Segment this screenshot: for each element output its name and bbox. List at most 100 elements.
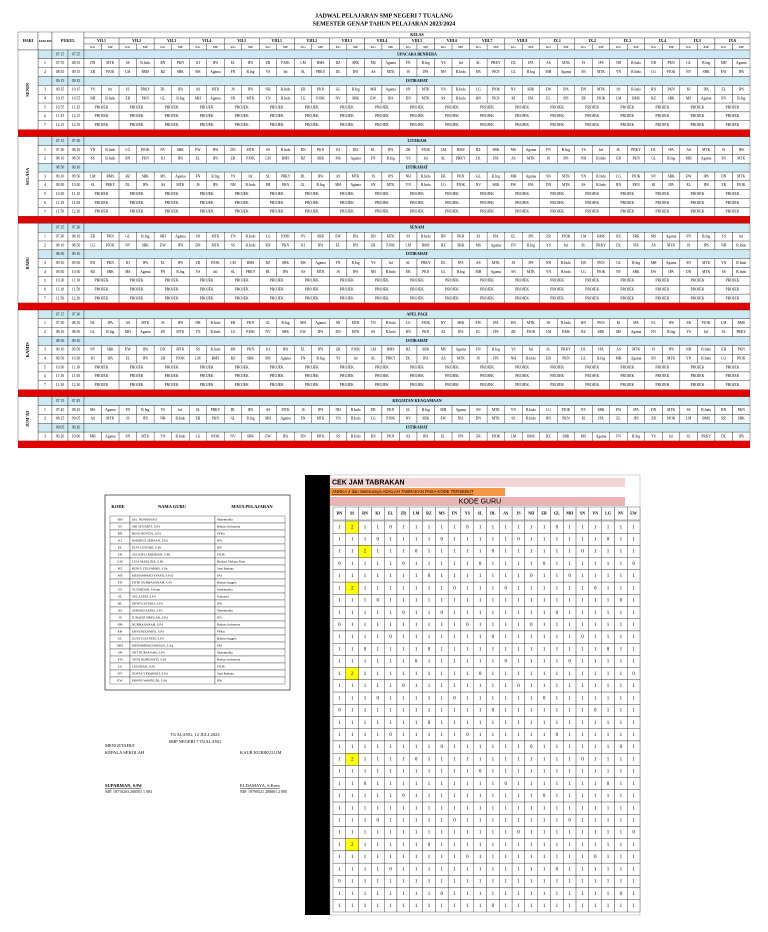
kg-label: KG [371, 45, 377, 49]
subject-code: MTK [667, 243, 675, 247]
time-end: 08.35 [72, 61, 81, 65]
subject-code: SBK [668, 96, 675, 100]
subject-code: IPS [318, 348, 323, 352]
teacher-code: NH [160, 417, 166, 421]
teacher-code: MH [616, 356, 622, 360]
teacher-code: NH [265, 88, 271, 92]
subject-code: B.Indo [701, 356, 711, 360]
teacher-code: MH [265, 417, 271, 421]
projek-text: PROJEK [726, 192, 740, 196]
projek-text: PROJEK [445, 296, 459, 300]
cek-code: SL [478, 510, 483, 515]
head-title: KEPALA SEKOLAH [105, 750, 145, 755]
projek-text: PROJEK [655, 383, 669, 387]
teacher-code: YS [546, 243, 551, 247]
teacher-kode: YN [117, 657, 123, 661]
teacher-code: SL [687, 434, 691, 438]
jam-text: 3 [44, 260, 46, 265]
projek-text: PROJEK [235, 296, 249, 300]
teacher-code: YS [441, 61, 446, 65]
projek-text: PROJEK [726, 201, 740, 205]
jam-text: 3 [44, 173, 46, 178]
teacher-subject: IPS [217, 615, 222, 619]
subject-code: B.Indo [281, 96, 291, 100]
subject-code: B.Indo [246, 243, 256, 247]
subject-code: IPA [668, 183, 674, 187]
teacher-kode: MH [117, 643, 123, 647]
teacher-code: DL [90, 321, 95, 325]
teacher-code: YS [371, 261, 376, 265]
teacher-code: RN [546, 417, 551, 421]
teacher-code: NV [441, 321, 447, 325]
teacher-code: NH [721, 243, 727, 247]
subject-code: SBK [598, 330, 605, 334]
teacher-code: LM [125, 70, 131, 74]
cek-code: KI [375, 510, 380, 515]
teacher-code: MS [336, 157, 341, 161]
teacher-code: MH [125, 330, 131, 334]
teacher-code: NH [581, 157, 587, 161]
subject-code: PKN [282, 243, 290, 247]
teacher-code: AS [301, 270, 306, 274]
subject-code: BMS [527, 434, 535, 438]
subject-code: IPS [388, 174, 393, 178]
subject-code: B.Ing [492, 174, 500, 178]
teacher-kode: RN [118, 531, 123, 535]
subject-code: IPS [633, 417, 638, 421]
subject-code: B.Ing [632, 261, 640, 265]
teacher-code: JS [722, 148, 725, 152]
time-end: 10.15 [72, 88, 81, 92]
teacher-code: KI [687, 88, 692, 92]
subject-code: IPS [493, 330, 498, 334]
kg-label: KG [230, 45, 236, 49]
teacher-code: RZ [266, 261, 271, 265]
subject-code: IPA [178, 157, 184, 161]
subject-code: BMS [317, 61, 325, 65]
subject-code: IPS [248, 88, 253, 92]
teacher-code: MS [371, 61, 376, 65]
projek-text: PROJEK [375, 114, 389, 118]
projek-text: PROJEK [410, 365, 424, 369]
subject-code: PKN [562, 417, 570, 421]
subject-code: PJOK [246, 330, 255, 334]
teacher-code: GL [336, 88, 341, 92]
subject-code: IPA [108, 321, 114, 325]
teacher-code: EL [651, 321, 655, 325]
teacher-subject: PJOK [217, 664, 225, 668]
projek-text: PROJEK [726, 374, 740, 378]
teacher-code: RN [581, 321, 586, 325]
cek-code: DN [337, 510, 343, 515]
subject-code: PRKY [631, 148, 641, 152]
subject-code: PRKY [386, 356, 396, 360]
subject-code: Agama [596, 434, 607, 438]
subject-code: IPA [458, 417, 464, 421]
time-start: 09.05 [56, 426, 65, 430]
subject-code: Agama [105, 408, 116, 412]
teacher-code: DL [406, 356, 411, 360]
projek-text: PROJEK [235, 383, 249, 387]
projek-text: PROJEK [585, 365, 599, 369]
class-name: IX.3 [624, 38, 631, 43]
subject-code: IPS [598, 61, 603, 65]
subject-code: MTK [562, 174, 570, 178]
time-end: 11.50 [72, 201, 81, 205]
teacher-code: FN [511, 243, 516, 247]
jam-cell [37, 423, 53, 433]
projek-text: PROJEK [480, 123, 494, 127]
projek-text: PROJEK [235, 114, 249, 118]
teacher-code: DL [616, 243, 621, 247]
subject-code: MTK [737, 174, 745, 178]
time-start: 07.30 [56, 148, 65, 152]
time-start: 09.15 [56, 79, 65, 83]
time-end: 11.50 [72, 374, 81, 378]
cek-code: NV [618, 510, 624, 515]
subject-code: PJOK [386, 243, 395, 247]
teacher-code: EW [476, 321, 482, 325]
teacher-code: GL [231, 417, 236, 421]
jam-text: 5 [44, 278, 46, 283]
teacher-code: RN [301, 148, 306, 152]
projek-text: PROJEK [200, 210, 214, 214]
subject-code: SBK [598, 408, 605, 412]
projek-text: PROJEK [305, 192, 319, 196]
teacher-code: MH [160, 234, 166, 238]
